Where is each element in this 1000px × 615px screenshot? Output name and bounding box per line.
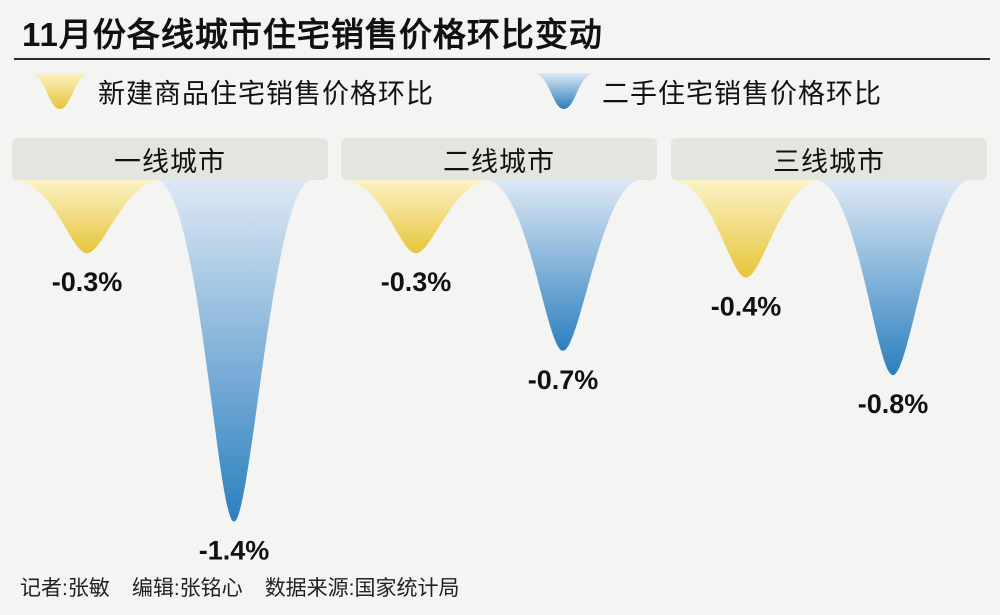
drop-second-hand-tier2 — [485, 180, 641, 351]
legend-swatch-new-housing — [28, 73, 92, 109]
footer-reporter: 记者:张敏 — [20, 577, 110, 600]
footer: 记者:张敏 编辑:张铭心 数据来源:国家统计局 — [20, 572, 460, 602]
value-label-second-hand-tier1: -1.4% — [199, 536, 270, 566]
legend-item-second-hand: 二手住宅销售价格环比 — [532, 68, 882, 114]
value-label-new-tier1: -0.3% — [52, 267, 123, 297]
title-rule — [14, 58, 990, 60]
value-label-new-tier3: -0.4% — [711, 292, 782, 322]
panel-tab-tier1: 一线城市 — [12, 138, 328, 180]
panel-tab-tier2: 二线城市 — [341, 138, 657, 180]
chart-title: 11月份各线城市住宅销售价格环比变动 — [22, 16, 603, 53]
drop-second-hand-tier1 — [156, 180, 312, 522]
value-label-second-hand-tier2: -0.7% — [528, 365, 599, 395]
drop-second-hand-tier3 — [815, 180, 971, 376]
drop-new-tier3 — [671, 180, 821, 278]
drop-new-tier2 — [341, 180, 491, 254]
legend-label-second-hand: 二手住宅销售价格环比 — [602, 78, 882, 109]
footer-source: 数据来源:国家统计局 — [264, 577, 460, 600]
value-label-second-hand-tier3: -0.8% — [858, 389, 929, 419]
panel-tab-tier3: 三线城市 — [671, 138, 987, 180]
legend-item-new-housing: 新建商品住宅销售价格环比 — [28, 68, 434, 114]
footer-editor: 编辑:张铭心 — [131, 577, 243, 600]
value-label-new-tier2: -0.3% — [381, 267, 452, 297]
legend-swatch-second-hand — [532, 73, 596, 109]
legend-label-new-housing: 新建商品住宅销售价格环比 — [98, 78, 434, 109]
drop-new-tier1 — [12, 180, 162, 254]
